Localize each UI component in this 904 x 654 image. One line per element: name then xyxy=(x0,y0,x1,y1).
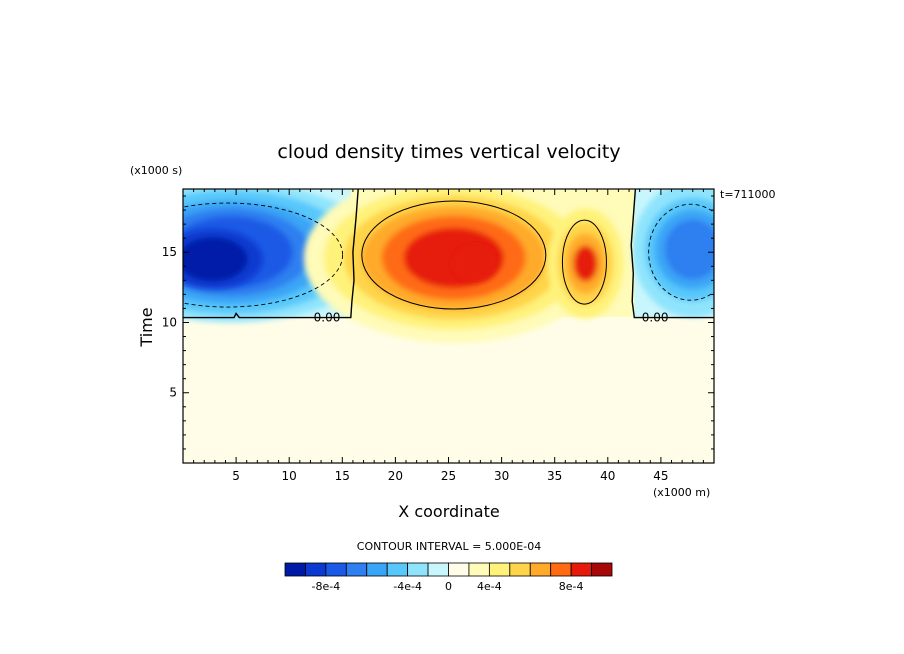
colorbar-swatch xyxy=(386,562,409,577)
colorbar-swatch xyxy=(427,562,449,577)
colorbar-label: 8e-4 xyxy=(559,580,584,593)
contour-interval: CONTOUR INTERVAL = 5.000E-04 xyxy=(357,540,541,553)
y-tick-label: 5 xyxy=(169,386,177,400)
colorbar-label: -4e-4 xyxy=(393,580,422,593)
colorbar-swatch xyxy=(509,562,531,577)
x-tick-label: 10 xyxy=(282,469,297,483)
x-tick-label: 25 xyxy=(441,469,456,483)
neg-left-core xyxy=(183,229,263,290)
colorbar-swatch xyxy=(345,562,368,577)
colorbar-swatch xyxy=(529,562,552,577)
zero-label-right: 0.00 xyxy=(642,311,669,325)
neg-right-cell xyxy=(632,189,714,318)
zero-contour-left xyxy=(183,189,359,319)
x-tick-label: 5 xyxy=(232,469,240,483)
heatmap-field: 0.00 0.00 xyxy=(183,189,714,463)
zero-contour-right xyxy=(630,189,714,319)
x-axis-label: X coordinate xyxy=(398,502,499,521)
y-unit-label: (x1000 s) xyxy=(130,164,182,177)
pos-center-core xyxy=(453,245,498,282)
colorbar-swatch xyxy=(407,562,429,577)
x-tick-label: 45 xyxy=(653,469,668,483)
pos-contour-center xyxy=(361,200,547,310)
time-stamp: t=711000 xyxy=(720,188,776,201)
colorbar-swatch xyxy=(550,562,572,577)
x-tick-label: 40 xyxy=(600,469,615,483)
colorbar-swatch xyxy=(325,562,347,577)
x-tick-label: 30 xyxy=(494,469,509,483)
zero-label-left: 0.00 xyxy=(314,311,341,325)
pos-contour-right xyxy=(561,219,607,305)
colorbar-swatch xyxy=(366,562,388,577)
chart-title: cloud density times vertical velocity xyxy=(277,141,620,163)
neg-right-cell-level xyxy=(664,219,714,280)
y-tick-label: 15 xyxy=(162,245,177,259)
colorbar-swatch xyxy=(305,562,327,577)
x-tick-label: 15 xyxy=(335,469,350,483)
y-tick-label: 10 xyxy=(162,315,177,329)
x-tick-label: 20 xyxy=(388,469,403,483)
colorbar-swatch xyxy=(468,562,490,577)
colorbar-swatch xyxy=(284,562,306,577)
neg-left-core-level xyxy=(183,237,248,282)
colorbar-label: 0 xyxy=(445,580,452,593)
pos-center-core-level xyxy=(453,245,498,282)
x-tick-label: 35 xyxy=(547,469,562,483)
neg-contour-left xyxy=(183,202,344,308)
pos-right-cell xyxy=(547,208,624,319)
neg-contour-right xyxy=(648,203,714,301)
colorbar-label: 4e-4 xyxy=(477,580,502,593)
colorbar-label: -8e-4 xyxy=(312,580,341,593)
colorbar-swatch xyxy=(448,562,470,577)
pos-right-cell-level xyxy=(573,245,598,282)
colorbar: -8e-4 -4e-4 0 4e-4 8e-4 xyxy=(284,562,613,593)
y-axis-label: Time xyxy=(137,307,156,347)
colorbar-swatch xyxy=(591,562,613,577)
x-unit-label: (x1000 m) xyxy=(653,486,710,499)
colorbar-swatch xyxy=(570,562,592,577)
colorbar-swatch xyxy=(488,562,511,577)
axis-ticks: 5 10 15 20 25 30 35 40 45 5 10 15 xyxy=(162,189,714,483)
